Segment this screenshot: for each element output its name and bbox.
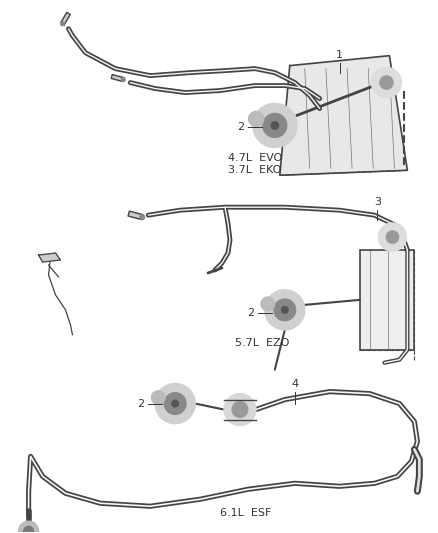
- Circle shape: [151, 391, 165, 405]
- Polygon shape: [61, 12, 70, 25]
- Text: 1: 1: [336, 50, 343, 60]
- Circle shape: [224, 393, 256, 425]
- Circle shape: [380, 76, 393, 90]
- Circle shape: [270, 121, 279, 130]
- Circle shape: [371, 68, 401, 98]
- Circle shape: [263, 114, 287, 138]
- Circle shape: [171, 400, 179, 408]
- Polygon shape: [280, 55, 407, 175]
- Circle shape: [261, 297, 275, 311]
- Text: 4: 4: [291, 378, 298, 389]
- Text: 6.1L  ESF: 6.1L ESF: [220, 508, 272, 518]
- Circle shape: [60, 22, 64, 26]
- Circle shape: [265, 290, 305, 330]
- Circle shape: [19, 521, 39, 533]
- Text: 4.7L  EVO: 4.7L EVO: [228, 154, 282, 163]
- Circle shape: [155, 384, 195, 424]
- Circle shape: [281, 306, 289, 314]
- Polygon shape: [111, 75, 124, 82]
- Text: 2: 2: [137, 399, 144, 409]
- Text: 2: 2: [237, 123, 244, 132]
- Text: 2: 2: [247, 308, 254, 318]
- Circle shape: [378, 223, 406, 251]
- Circle shape: [164, 393, 186, 415]
- Circle shape: [274, 299, 296, 321]
- Circle shape: [232, 401, 248, 417]
- Circle shape: [386, 231, 399, 244]
- Circle shape: [24, 526, 34, 533]
- Text: 3: 3: [374, 197, 381, 207]
- Circle shape: [121, 78, 125, 82]
- Circle shape: [248, 111, 264, 126]
- Polygon shape: [39, 253, 60, 262]
- Circle shape: [140, 215, 145, 220]
- Bar: [360, 250, 414, 350]
- Polygon shape: [128, 211, 143, 220]
- Text: 3.7L  EKO: 3.7L EKO: [228, 165, 281, 175]
- Text: 5.7L  EZO: 5.7L EZO: [235, 338, 290, 348]
- Circle shape: [253, 103, 297, 148]
